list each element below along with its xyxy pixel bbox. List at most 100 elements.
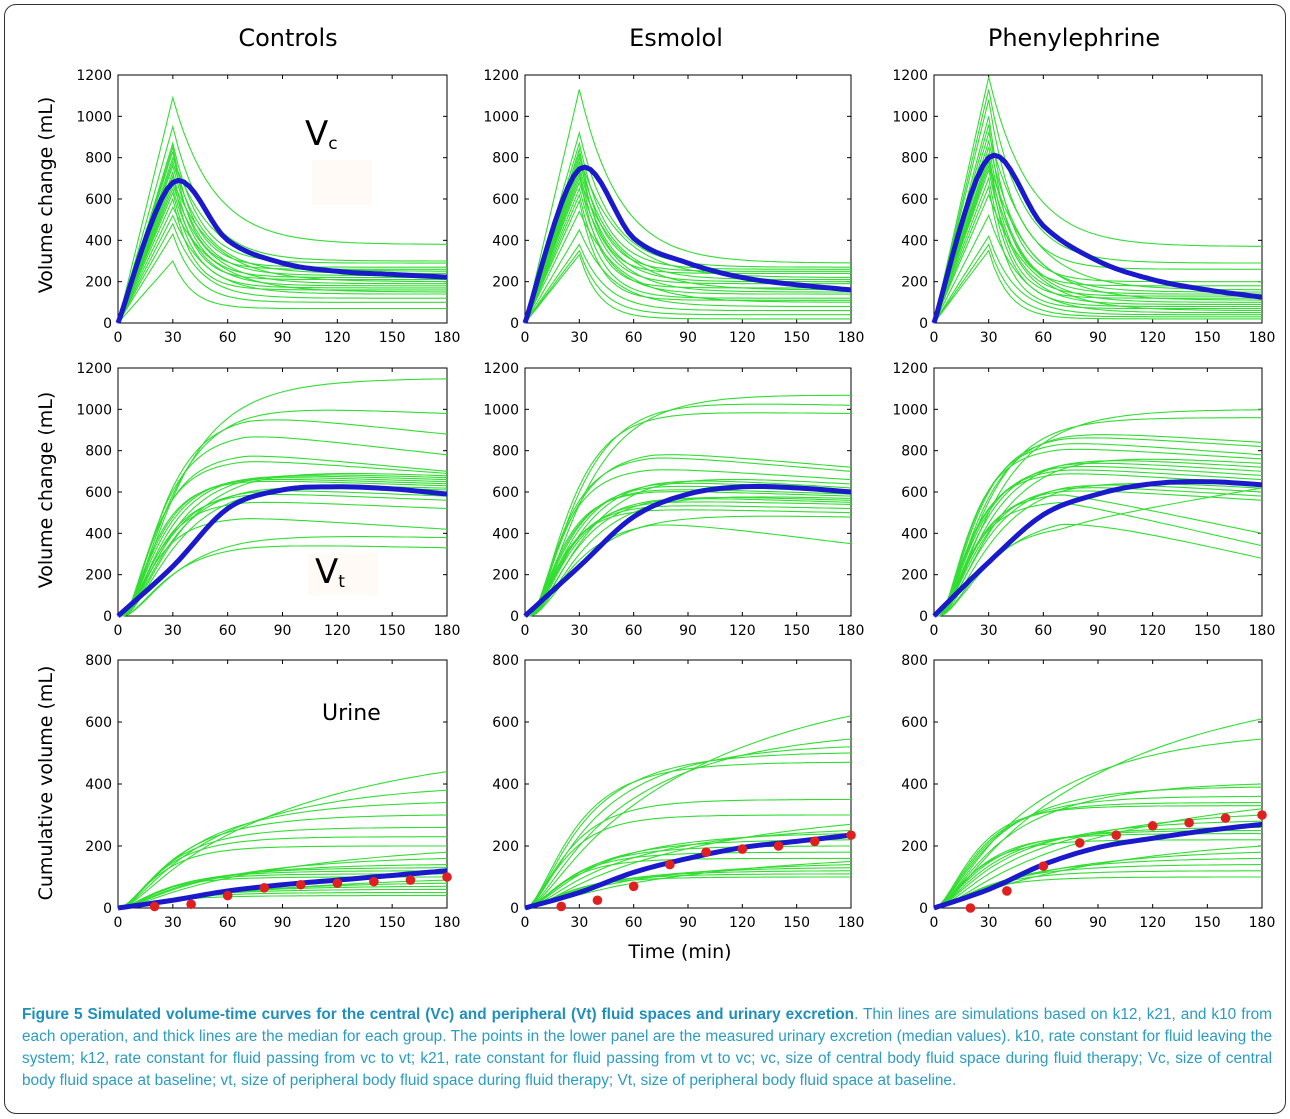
- x-tick-label: 0: [521, 330, 530, 346]
- x-tick-label: 30: [570, 915, 588, 931]
- column-title-phenylephrine: Phenylephrine: [988, 24, 1160, 52]
- x-tick-label: 60: [1034, 623, 1052, 639]
- y-tick-label: 200: [85, 275, 112, 291]
- y-tick-label: 800: [85, 444, 112, 460]
- simulation-line: [117, 845, 447, 909]
- simulation-line: [118, 475, 448, 617]
- x-tick-label: 30: [164, 330, 182, 346]
- median-line: [933, 821, 1263, 911]
- simulation-line: [524, 228, 852, 324]
- simulation-line: [524, 243, 851, 324]
- simulation-line: [525, 403, 852, 617]
- y-tick-label: 1000: [76, 109, 112, 125]
- y-tick-label: 400: [85, 526, 112, 542]
- measured-point: [1257, 810, 1267, 820]
- y-tick-label: 600: [492, 192, 519, 208]
- y-tick-label: 200: [901, 839, 928, 855]
- measured-point: [1220, 813, 1231, 823]
- x-tick-label: 0: [930, 915, 939, 931]
- simulation-line: [524, 176, 851, 324]
- simulation-line: [524, 147, 851, 324]
- simulation-line: [933, 839, 1262, 909]
- simulation-line: [118, 436, 448, 617]
- simulation-line: [933, 176, 1262, 324]
- x-tick-label: 180: [1249, 330, 1276, 346]
- figure-grid: Controls Esmolol Phenylephrine Volume ch…: [35, 24, 1276, 963]
- simulation-line: [933, 89, 1262, 324]
- simulation-line: [934, 460, 1263, 617]
- measured-point: [1147, 821, 1158, 831]
- x-tick-label: 180: [434, 330, 461, 346]
- median-line: [932, 479, 1263, 618]
- measured-point: [186, 899, 196, 910]
- measured-point: [628, 881, 639, 892]
- simulation-line: [525, 496, 852, 617]
- caption-body: . Thin lines are simulations based on k1…: [22, 1006, 1272, 1089]
- vt-label-patch: [308, 553, 378, 595]
- x-tick-label: 60: [219, 330, 237, 346]
- y-tick-label: 800: [901, 151, 928, 167]
- simulation-line: [933, 153, 1262, 324]
- y-tick-label: 600: [85, 192, 112, 208]
- simulation-line: [118, 480, 448, 617]
- measured-point: [665, 859, 675, 870]
- y-tick-label: 800: [492, 444, 519, 460]
- simulation-line: [934, 487, 1263, 617]
- simulation-line: [933, 805, 1262, 909]
- x-tick-label: 0: [521, 623, 530, 639]
- simulation-line: [933, 249, 1262, 324]
- measured-point: [149, 901, 160, 912]
- row-ylabel-vc: Volume change (mL): [35, 97, 57, 294]
- simulation-line: [933, 116, 1262, 324]
- simulation-line: [933, 802, 1262, 909]
- x-tick-label: 150: [783, 623, 810, 639]
- y-tick-label: 1200: [76, 68, 112, 84]
- median-line: [522, 164, 852, 324]
- simulation-line: [118, 474, 448, 617]
- simulation-line: [933, 783, 1263, 909]
- simulation-line: [934, 434, 1263, 617]
- simulation-line: [117, 789, 448, 909]
- vc-annotation-letter: V: [305, 114, 328, 154]
- x-tick-label: 120: [324, 623, 351, 639]
- simulation-line: [934, 465, 1263, 617]
- simulation-line: [524, 814, 851, 909]
- simulation-line: [117, 260, 447, 324]
- simulation-line: [933, 738, 1263, 909]
- x-tick-label: 30: [570, 330, 588, 346]
- measured-point: [846, 830, 856, 840]
- simulation-line: [118, 545, 448, 617]
- y-tick-label: 1000: [76, 402, 112, 418]
- simulation-line: [118, 409, 448, 617]
- x-tick-label: 150: [1194, 330, 1221, 346]
- simulation-line: [117, 232, 447, 324]
- simulation-line: [933, 243, 1262, 324]
- figure-frame: [4, 4, 1286, 1114]
- x-tick-label: 30: [980, 623, 998, 639]
- y-tick-label: 1200: [76, 361, 112, 377]
- simulation-line: [117, 170, 447, 324]
- row-ylabel-urine: Cumulative volume (mL): [35, 666, 57, 901]
- y-tick-label: 200: [901, 275, 928, 291]
- simulation-line: [117, 857, 448, 909]
- median-line: [524, 832, 852, 911]
- x-tick-label: 0: [114, 330, 123, 346]
- simulation-line: [934, 469, 1263, 617]
- x-tick-label: 30: [164, 623, 182, 639]
- panel-7: 0 30 60 90 120 150 180 0 200 400 600 800: [492, 653, 864, 931]
- simulation-line: [933, 99, 1262, 324]
- measured-point: [405, 875, 416, 885]
- y-tick-label: 0: [919, 609, 928, 625]
- simulation-line: [118, 378, 448, 617]
- x-tick-label: 180: [838, 623, 865, 639]
- x-tick-label: 30: [980, 330, 998, 346]
- simulation-line: [524, 89, 852, 324]
- simulation-line: [525, 412, 852, 617]
- simulation-line: [525, 524, 852, 617]
- y-tick-label: 200: [85, 568, 112, 584]
- measured-point: [369, 876, 379, 887]
- simulation-line: [933, 214, 1262, 324]
- x-tick-label: 150: [379, 330, 406, 346]
- simulation-line: [933, 795, 1262, 909]
- x-tick-label: 30: [980, 915, 998, 931]
